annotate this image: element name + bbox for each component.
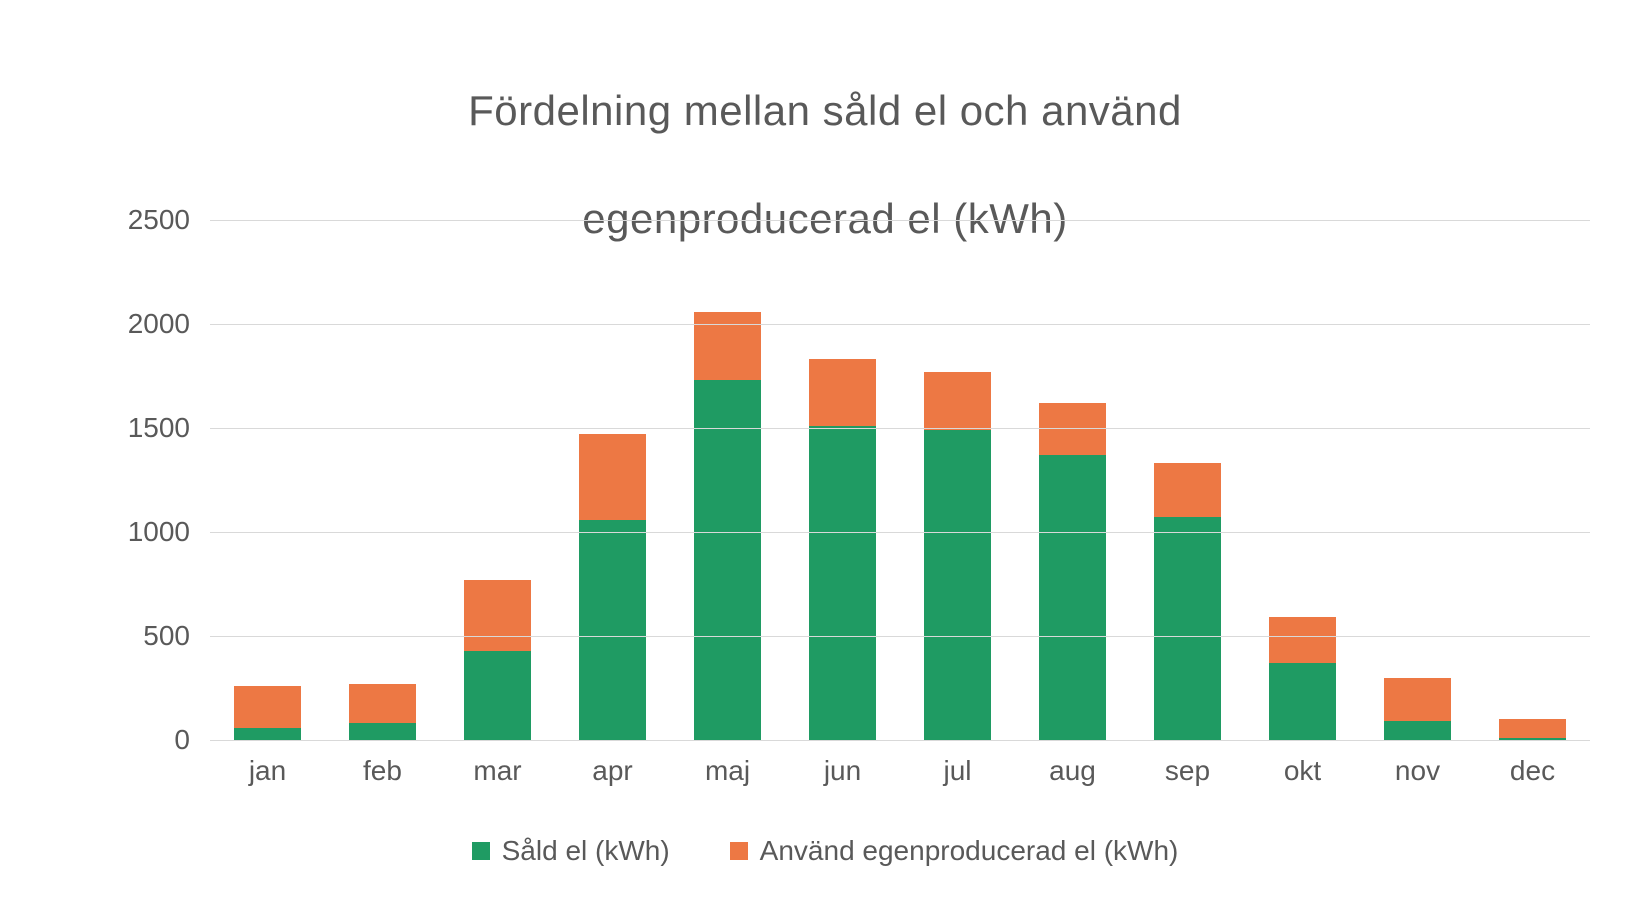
bar-segment [579, 520, 646, 740]
y-tick-label: 2500 [90, 204, 190, 236]
x-tick-label: nov [1395, 755, 1440, 787]
x-tick-label: sep [1165, 755, 1210, 787]
bar-slot [234, 220, 301, 740]
x-tick-label: jan [249, 755, 286, 787]
grid-line [210, 636, 1590, 637]
bar-slot [1269, 220, 1336, 740]
bar-segment [349, 684, 416, 724]
bar-segment [1269, 663, 1336, 740]
legend-item: Använd egenproducerad el (kWh) [730, 835, 1179, 867]
chart-container: Fördelning mellan såld el och använd ege… [0, 0, 1650, 921]
x-tick-label: jul [943, 755, 971, 787]
y-tick-label: 500 [90, 620, 190, 652]
x-tick-label: apr [592, 755, 632, 787]
legend: Såld el (kWh) Använd egenproducerad el (k… [0, 835, 1650, 867]
bar-slot [924, 220, 991, 740]
chart-title-line1: Fördelning mellan såld el och använd [0, 84, 1650, 138]
legend-item: Såld el (kWh) [472, 835, 670, 867]
bar-segment [464, 651, 531, 740]
bar-slot [1499, 220, 1566, 740]
y-tick-label: 2000 [90, 308, 190, 340]
bar-slot [349, 220, 416, 740]
bar-slot [694, 220, 761, 740]
legend-label: Såld el (kWh) [502, 835, 670, 867]
bar-segment [694, 380, 761, 740]
bar-slot [809, 220, 876, 740]
bar-segment [1039, 403, 1106, 455]
bar-segment [234, 686, 301, 728]
y-tick-label: 0 [90, 724, 190, 756]
bar-slot [1384, 220, 1451, 740]
y-tick-label: 1500 [90, 412, 190, 444]
bar-segment [464, 580, 531, 651]
plot-area [210, 220, 1590, 740]
x-tick-label: aug [1049, 755, 1096, 787]
legend-label: Använd egenproducerad el (kWh) [760, 835, 1179, 867]
bar-slot [464, 220, 531, 740]
bar-segment [809, 426, 876, 740]
bar-slot [1039, 220, 1106, 740]
grid-line [210, 740, 1590, 741]
grid-line [210, 220, 1590, 221]
x-tick-label: mar [473, 755, 521, 787]
bar-segment [234, 728, 301, 740]
bar-segment [1154, 517, 1221, 740]
bar-segment [1499, 719, 1566, 738]
bar-segment [924, 372, 991, 430]
legend-swatch [730, 842, 748, 860]
bar-segment [1154, 463, 1221, 517]
bar-segment [1269, 617, 1336, 663]
bar-slot [1154, 220, 1221, 740]
grid-line [210, 324, 1590, 325]
x-tick-label: okt [1284, 755, 1321, 787]
x-tick-label: maj [705, 755, 750, 787]
x-tick-label: dec [1510, 755, 1555, 787]
bar-segment [1384, 678, 1451, 722]
bar-segment [349, 723, 416, 740]
bar-segment [579, 434, 646, 519]
bar-segment [809, 359, 876, 426]
bar-segment [1039, 455, 1106, 740]
x-tick-label: jun [824, 755, 861, 787]
grid-line [210, 428, 1590, 429]
legend-swatch [472, 842, 490, 860]
x-tick-label: feb [363, 755, 402, 787]
bars-layer [210, 220, 1590, 740]
bar-segment [694, 312, 761, 381]
bar-segment [924, 430, 991, 740]
bar-slot [579, 220, 646, 740]
y-tick-label: 1000 [90, 516, 190, 548]
bar-segment [1384, 721, 1451, 740]
grid-line [210, 532, 1590, 533]
